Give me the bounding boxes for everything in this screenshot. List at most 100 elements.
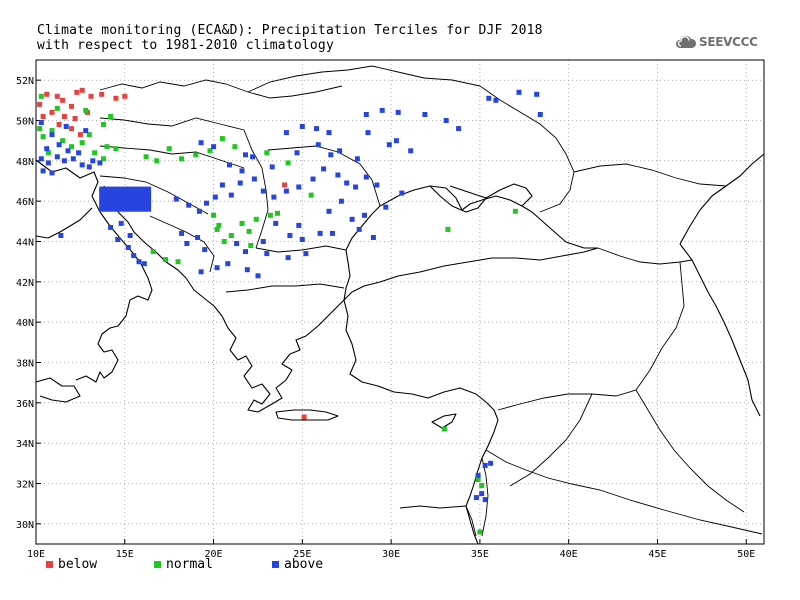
coastline-red-sea (465, 505, 479, 545)
coastline-adriatic-east (103, 185, 223, 317)
station-marker-above (45, 160, 51, 166)
station-marker-above (456, 126, 462, 132)
station-marker-normal (69, 144, 74, 150)
station-marker-above (353, 184, 359, 190)
coastline-crete (275, 409, 339, 421)
axis-ticks: 10E 15E 20E 25E 30E 35E 40E 45E 50E 30N 32N 34N 36N 3… (16, 76, 755, 560)
station-marker-above (110, 202, 116, 208)
station-marker-normal (101, 156, 106, 162)
station-marker-normal (207, 148, 213, 154)
station-marker-normal (38, 93, 44, 99)
station-marker-above (314, 126, 319, 132)
station-marker-below (44, 91, 50, 97)
station-marker-above (114, 206, 120, 212)
station-marker-below (88, 93, 94, 99)
station-marker-above (118, 206, 124, 212)
station-marker-normal (92, 150, 98, 156)
border-austria-hungary (99, 145, 245, 169)
station-marker-above (122, 202, 128, 208)
cloud-icon (676, 35, 697, 48)
border-israel-jordan (481, 457, 489, 537)
station-marker-normal (113, 146, 119, 152)
station-marker-normal (246, 228, 252, 234)
station-marker-above (107, 190, 112, 196)
station-marker-above (283, 130, 289, 136)
y-tick-label: 34N (16, 439, 34, 450)
station-marker-above (195, 235, 201, 240)
station-marker-above (321, 166, 327, 172)
station-marker-above (142, 194, 148, 200)
station-marker-normal (154, 158, 160, 164)
station-marker-above (49, 170, 55, 176)
station-marker-above (356, 226, 362, 232)
station-marker-above (130, 186, 136, 192)
station-marker-below (99, 91, 105, 97)
x-tick-label: 45E (648, 549, 666, 560)
station-marker-above (299, 237, 305, 242)
station-marker-above (107, 202, 112, 208)
station-marker-above (99, 206, 105, 212)
border-ukraine-belarus (247, 65, 481, 93)
y-tick-label: 30N (16, 520, 34, 531)
station-marker-above (399, 190, 405, 196)
station-marker-above (130, 206, 136, 212)
station-marker-above (127, 233, 133, 238)
station-marker-normal (175, 259, 181, 265)
coastline-black-sea-east (531, 211, 598, 249)
station-marker-below (69, 126, 74, 132)
station-marker-above (475, 472, 481, 478)
station-marker-above (310, 176, 316, 182)
coastlines-and-borders (35, 153, 765, 545)
legend-label-above: above (284, 557, 324, 572)
station-marker-normal (40, 134, 46, 140)
legend-item-below: below (46, 557, 97, 572)
station-marker-normal (239, 220, 245, 226)
station-marker-above (337, 148, 343, 154)
station-marker-above (138, 206, 144, 212)
station-marker-above (212, 194, 218, 200)
station-marker-above (138, 190, 144, 196)
station-marker-above (335, 172, 341, 178)
station-marker-above (86, 164, 92, 170)
station-marker-normal (221, 239, 227, 244)
station-marker-above (122, 198, 128, 204)
station-marker-above (118, 190, 124, 196)
station-marker-above (131, 253, 137, 259)
station-marker-above (146, 206, 152, 212)
station-marker-above (243, 249, 248, 255)
station-marker-below (282, 182, 288, 188)
station-marker-above (219, 182, 225, 188)
station-marker-above (296, 184, 302, 190)
station-marker-below (49, 109, 55, 115)
station-marker-above (534, 91, 540, 97)
station-marker-above (118, 202, 124, 208)
gridlines (35, 60, 764, 544)
station-marker-above (173, 196, 179, 202)
station-marker-above (260, 188, 266, 194)
station-marker-above (110, 194, 116, 200)
station-marker-above (395, 109, 401, 115)
border-bulgaria-greece (225, 283, 345, 293)
station-marker-above (184, 241, 190, 246)
station-marker-above (273, 220, 279, 226)
station-marker-above (107, 206, 112, 212)
station-marker-normal (104, 144, 110, 150)
country-borders (99, 65, 763, 537)
station-marker-normal (219, 136, 225, 142)
station-marker-normal (232, 144, 238, 150)
station-marker-below (40, 114, 46, 119)
station-marker-normal (166, 146, 172, 152)
station-marker-below (54, 93, 60, 99)
logo-text: SEEVCCC (699, 35, 758, 49)
station-marker-above (108, 224, 114, 230)
border-central-europe (99, 79, 343, 99)
x-tick-label: 35E (471, 549, 489, 560)
station-marker-above (186, 202, 192, 208)
station-marker-normal (108, 114, 114, 119)
station-marker-above (126, 190, 132, 196)
station-marker-normal (445, 226, 451, 232)
station-marker-above (349, 216, 355, 222)
station-marker-above (488, 460, 494, 466)
station-marker-normal (49, 128, 55, 134)
station-marker-above (126, 186, 132, 192)
